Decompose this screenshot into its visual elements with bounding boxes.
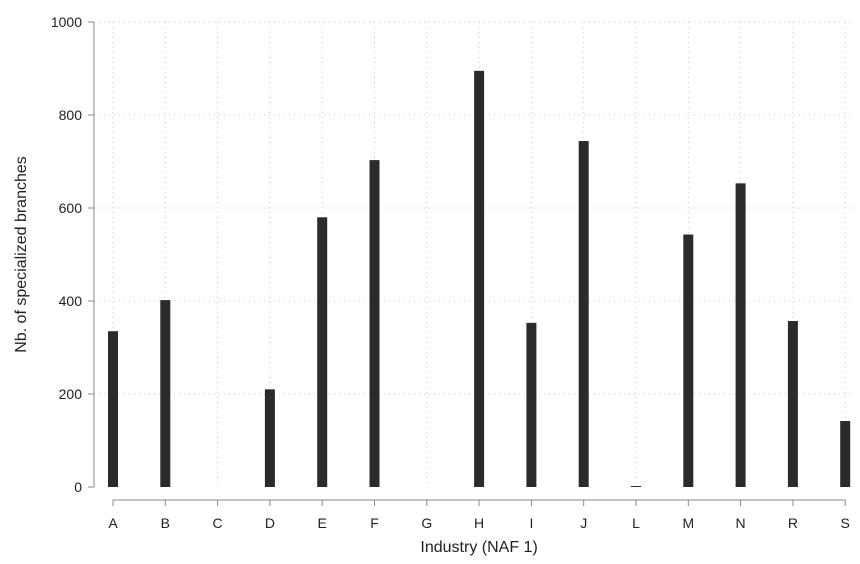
bar-R <box>787 320 798 487</box>
y-tick-label: 800 <box>59 107 83 123</box>
bar-H <box>474 70 485 487</box>
x-tick-label: E <box>318 515 327 531</box>
bar-B <box>160 300 171 487</box>
bar-F <box>369 160 380 488</box>
x-tick-label: M <box>682 515 694 531</box>
bar-S <box>840 420 851 487</box>
x-tick-label: C <box>213 515 223 531</box>
y-tick-label: 0 <box>74 479 82 495</box>
y-tick-label: 600 <box>59 200 83 216</box>
x-tick-label: F <box>370 515 379 531</box>
x-axis-title: Industry (NAF 1) <box>420 539 537 556</box>
x-tick-label: J <box>580 515 587 531</box>
bars <box>108 70 851 488</box>
x-tick-label: B <box>161 515 170 531</box>
x-tick-label: L <box>632 515 640 531</box>
bar-D <box>264 389 275 487</box>
bar-I <box>526 322 537 487</box>
y-axis-title: Nb. of specialized branches <box>13 156 30 353</box>
x-tick-label: I <box>529 515 533 531</box>
y-tick-labels: 0 200 400 600 800 1000 <box>51 14 94 495</box>
y-tick-label: 200 <box>59 386 83 402</box>
x-tick-label: H <box>474 515 484 531</box>
x-tick-label: G <box>421 515 432 531</box>
bar-E <box>317 217 328 488</box>
bar-L <box>631 486 641 487</box>
bar-A <box>108 331 118 487</box>
bar-J <box>578 141 589 488</box>
bar-N <box>735 183 746 488</box>
y-tick-label: 400 <box>59 293 83 309</box>
x-tick-label: R <box>788 515 798 531</box>
x-tick-label: A <box>108 515 118 531</box>
bar-M <box>683 234 694 487</box>
x-tick-label: N <box>736 515 746 531</box>
axes <box>93 22 846 501</box>
x-tick-label: D <box>265 515 275 531</box>
y-tick-label: 1000 <box>51 14 82 30</box>
x-tick-label: S <box>841 515 850 531</box>
